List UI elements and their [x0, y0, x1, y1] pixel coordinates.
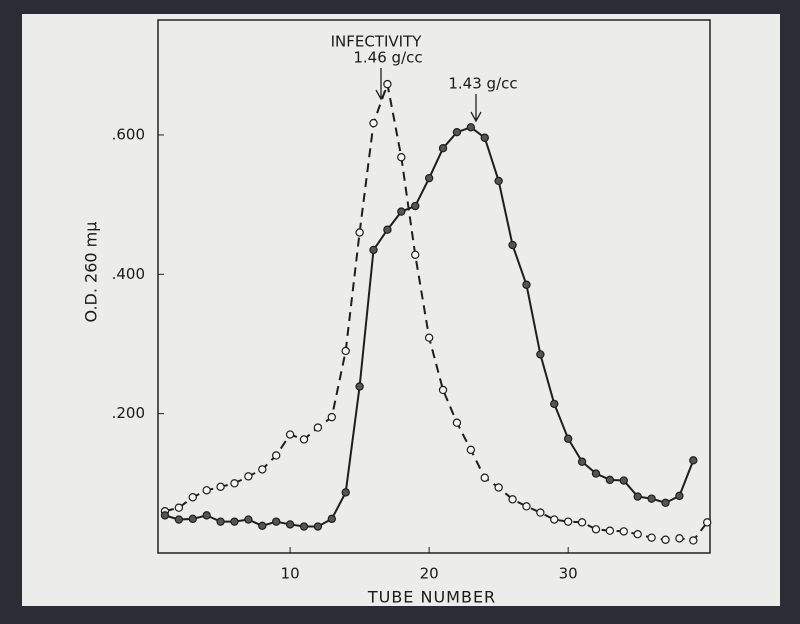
data-point [271, 517, 281, 526]
data-point [563, 517, 573, 526]
data-point [522, 502, 531, 511]
data-point [619, 527, 628, 536]
data-point [536, 350, 545, 359]
data-point [230, 479, 239, 488]
x-tick-label: 10 [281, 565, 300, 583]
y-tick-label: .200 [112, 404, 145, 422]
data-point [174, 515, 184, 524]
data-point [661, 535, 670, 544]
data-point [452, 418, 462, 427]
data-point [313, 522, 323, 531]
data-point [244, 515, 253, 524]
data-point [313, 423, 323, 432]
data-point [536, 508, 545, 517]
x-tick-label: 30 [559, 565, 578, 583]
data-point [424, 333, 434, 342]
data-point [508, 495, 517, 504]
data-point [397, 207, 406, 216]
data-point [327, 514, 337, 524]
data-point [480, 473, 489, 482]
data-point [299, 522, 309, 531]
data-point [619, 476, 628, 485]
data-point [355, 382, 364, 391]
data-point [258, 521, 267, 531]
annotation: 1.43 g/cc [448, 75, 517, 93]
arrow [470, 94, 482, 123]
data-point [424, 173, 434, 183]
data-point [689, 536, 698, 545]
x-tick-label: 20 [420, 565, 439, 583]
data-point [383, 79, 392, 89]
data-point [369, 245, 378, 255]
data-point [591, 525, 601, 534]
data-point [508, 240, 517, 250]
data-point [397, 153, 406, 162]
data-point [202, 511, 211, 520]
data-point [216, 482, 225, 492]
paper [22, 14, 780, 606]
data-point [271, 451, 281, 460]
data-point [369, 118, 378, 128]
data-point [633, 492, 642, 501]
data-point [661, 498, 670, 508]
data-point [550, 399, 559, 409]
data-point [202, 486, 211, 495]
annotation: INFECTIVITY [331, 33, 423, 51]
annotation: 1.46 g/cc [353, 49, 422, 67]
data-point [675, 491, 684, 501]
data-point [174, 503, 184, 512]
data-point [703, 518, 712, 527]
data-point [633, 529, 642, 539]
x-axis-label: TUBE NUMBER [367, 588, 496, 607]
data-point [327, 412, 337, 422]
data-point [285, 520, 295, 529]
data-point [244, 472, 253, 481]
data-point [689, 456, 698, 465]
data-point [383, 225, 392, 234]
data-point [480, 133, 489, 142]
data-point [411, 201, 420, 211]
data-point [647, 494, 656, 503]
data-point [647, 533, 656, 542]
data-point [466, 445, 476, 455]
data-point [522, 280, 531, 289]
y-tick-label: .600 [112, 125, 145, 143]
data-point [563, 434, 573, 443]
data-point [188, 493, 197, 502]
data-point [216, 517, 225, 526]
data-point [494, 176, 503, 186]
data-point [438, 385, 448, 395]
data-point [258, 465, 267, 474]
data-point [355, 228, 364, 237]
series-line [164, 80, 709, 542]
data-point [411, 250, 420, 259]
y-axis-label: O.D. 260 mμ [82, 222, 101, 323]
data-point [188, 514, 197, 524]
data-point [591, 469, 601, 478]
data-point [577, 457, 587, 466]
plot-frame [157, 19, 711, 554]
data-point [675, 534, 684, 543]
data-point [605, 526, 615, 535]
data-point [341, 488, 350, 497]
data-point [285, 430, 295, 439]
data-point [299, 435, 309, 444]
data-point [438, 143, 448, 153]
data-point [577, 518, 587, 527]
data-point [494, 483, 503, 492]
data-point [230, 517, 239, 526]
data-point [605, 475, 615, 485]
y-tick-label: .400 [112, 265, 145, 283]
data-point [341, 346, 350, 356]
data-point [550, 515, 559, 524]
data-point [466, 123, 476, 132]
data-point [160, 511, 170, 520]
data-point [452, 127, 462, 137]
